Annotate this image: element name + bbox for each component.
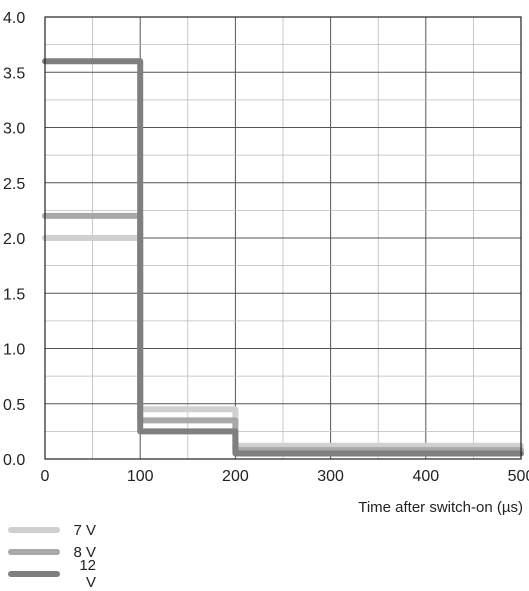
y-tick-label: 0.5 [3, 397, 25, 414]
series-line-3 [42, 58, 524, 457]
legend-item: 7 V [8, 519, 96, 541]
x-tick-label: 100 [127, 468, 154, 485]
legend-label: 8 V [73, 543, 96, 561]
x-tick-labels: 0 100 200 300 400 500 [41, 468, 529, 485]
plot-frame [44, 16, 522, 460]
x-tick-label: 500 [508, 468, 529, 485]
legend-label: 7 V [73, 521, 96, 539]
legend: 7 V 8 V 12 V [8, 519, 96, 591]
y-tick-label: 3.5 [3, 65, 25, 82]
x-tick-label: 400 [412, 468, 439, 485]
y-tick-labels: 0.0 0.5 1.0 1.5 2.0 2.5 3.0 3.5 4.0 [3, 10, 25, 469]
series-lines [42, 58, 524, 457]
x-axis-label: Time after switch-on (µs) [358, 499, 523, 516]
y-tick-label: 1.5 [3, 286, 25, 303]
legend-label: 12 V [79, 557, 96, 591]
y-tick-label: 4.0 [3, 10, 25, 27]
x-tick-label: 300 [317, 468, 344, 485]
legend-swatch [8, 549, 60, 555]
y-tick-label: 2.5 [3, 176, 25, 193]
y-tick-label: 3.0 [3, 121, 25, 138]
y-tick-label: 1.0 [3, 342, 25, 359]
legend-swatch [8, 571, 60, 577]
legend-swatch [8, 527, 60, 533]
x-tick-label: 200 [222, 468, 249, 485]
series-line-1 [42, 235, 524, 449]
y-tick-label: 0.0 [3, 452, 25, 469]
legend-item: 12 V [8, 557, 96, 591]
legend-item: 8 V [8, 541, 96, 563]
x-tick-label: 0 [41, 468, 50, 485]
series-line-2 [42, 212, 524, 454]
y-tick-label: 2.0 [3, 231, 25, 248]
